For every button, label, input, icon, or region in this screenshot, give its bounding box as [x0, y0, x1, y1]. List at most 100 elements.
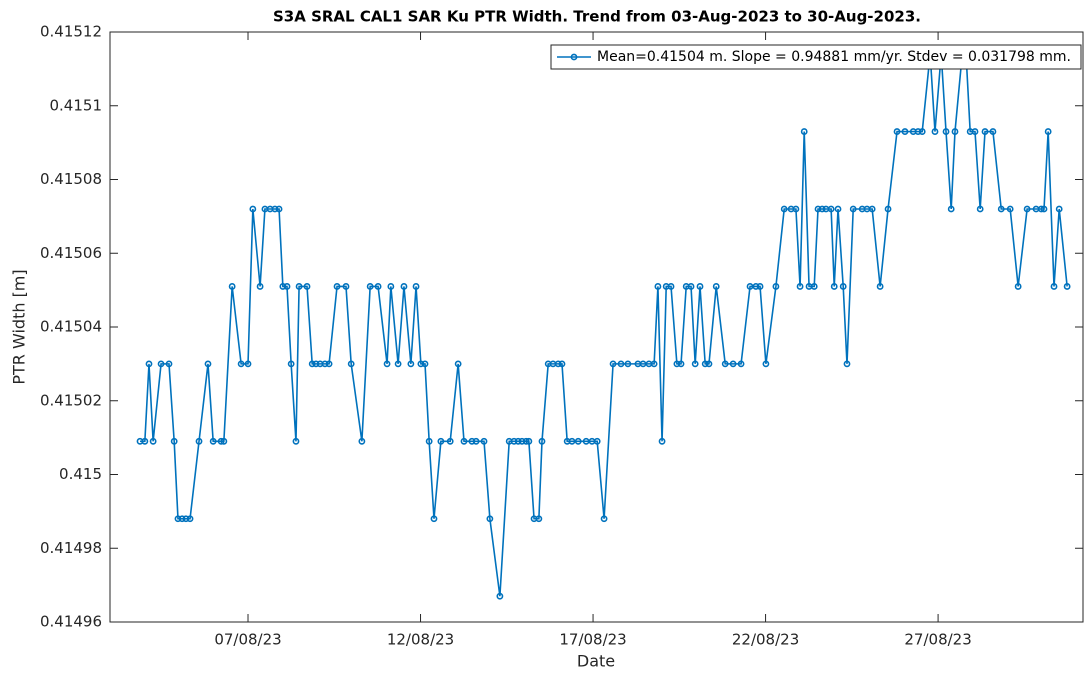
data-point	[712, 283, 720, 290]
data-point	[496, 592, 504, 600]
data-point	[918, 128, 926, 135]
data-point	[947, 205, 955, 213]
data-point	[321, 360, 329, 368]
data-point	[525, 437, 533, 445]
data-point	[792, 205, 800, 213]
data-point	[468, 437, 476, 445]
data-point	[217, 437, 225, 445]
data-point	[170, 437, 178, 445]
data-point	[677, 360, 685, 368]
data-point	[430, 515, 438, 523]
data-point	[279, 283, 287, 290]
data-point	[884, 205, 892, 213]
data-point	[417, 360, 425, 368]
data-point	[174, 515, 182, 523]
data-point	[951, 128, 959, 135]
data-point	[810, 283, 818, 290]
data-point	[400, 283, 408, 290]
data-point	[1055, 205, 1063, 213]
data-point	[981, 128, 989, 135]
data-point	[358, 437, 366, 445]
data-point	[522, 437, 530, 445]
data-point	[593, 437, 601, 445]
data-point	[780, 205, 788, 213]
data-point	[868, 205, 876, 213]
x-tick-label: 12/08/23	[387, 631, 454, 649]
data-point	[308, 360, 316, 368]
data-point	[705, 360, 713, 368]
data-point	[1037, 205, 1045, 213]
data-point	[149, 437, 157, 445]
data-point	[971, 128, 979, 135]
data-point	[893, 128, 901, 135]
data-point	[834, 205, 842, 213]
data-point	[843, 360, 851, 368]
data-point	[312, 360, 320, 368]
data-point	[342, 283, 350, 290]
legend-box	[550, 44, 1082, 70]
data-point	[976, 205, 984, 213]
data-point	[737, 360, 745, 368]
data-point	[446, 437, 454, 445]
data-point	[772, 283, 780, 290]
data-point	[617, 360, 625, 368]
data-point	[249, 205, 257, 213]
data-point	[673, 360, 681, 368]
data-point	[454, 360, 462, 368]
data-point	[830, 283, 838, 290]
data-point	[756, 283, 764, 290]
data-point	[407, 360, 415, 368]
data-point	[558, 360, 566, 368]
data-point	[292, 437, 300, 445]
data-point	[574, 437, 582, 445]
data-point	[460, 437, 468, 445]
data-point	[931, 128, 939, 135]
data-point	[374, 283, 382, 290]
data-point	[796, 283, 804, 290]
data-point	[333, 283, 341, 290]
data-point	[303, 283, 311, 290]
data-point	[687, 283, 695, 290]
data-point	[366, 283, 374, 290]
data-point	[480, 437, 488, 445]
data-point	[394, 360, 402, 368]
data-point	[721, 360, 729, 368]
data-point	[256, 283, 264, 290]
data-point	[997, 205, 1005, 213]
y-tick-label: 0.41502	[40, 391, 102, 409]
data-point	[1044, 128, 1052, 135]
data-point	[624, 360, 632, 368]
data-point	[209, 437, 217, 445]
data-point	[696, 283, 704, 290]
data-point	[667, 283, 675, 290]
data-point	[1006, 205, 1014, 213]
data-point	[165, 360, 173, 368]
data-point	[814, 205, 822, 213]
data-point	[518, 437, 526, 445]
data-point	[204, 360, 212, 368]
data-point	[800, 128, 808, 135]
data-point	[827, 205, 835, 213]
data-point	[145, 360, 153, 368]
y-tick-label: 0.41508	[40, 170, 102, 188]
data-point	[1050, 283, 1058, 290]
data-point	[325, 360, 333, 368]
data-point	[658, 437, 666, 445]
data-point	[383, 360, 391, 368]
data-point	[1014, 283, 1022, 290]
x-tick-label: 07/08/23	[214, 631, 281, 649]
data-point	[942, 128, 950, 135]
x-tick-label: 22/08/23	[732, 631, 799, 649]
y-tick-label: 0.41512	[40, 23, 102, 41]
data-point	[472, 437, 480, 445]
data-point	[849, 205, 857, 213]
y-tick-label: 0.4151	[50, 96, 103, 114]
data-point	[1023, 205, 1031, 213]
y-tick-label: 0.41498	[40, 539, 102, 557]
y-tick-label: 0.41496	[40, 613, 102, 631]
data-point	[839, 283, 847, 290]
data-point	[818, 205, 826, 213]
data-point	[729, 360, 737, 368]
data-point	[437, 437, 445, 445]
data-point	[178, 515, 186, 523]
